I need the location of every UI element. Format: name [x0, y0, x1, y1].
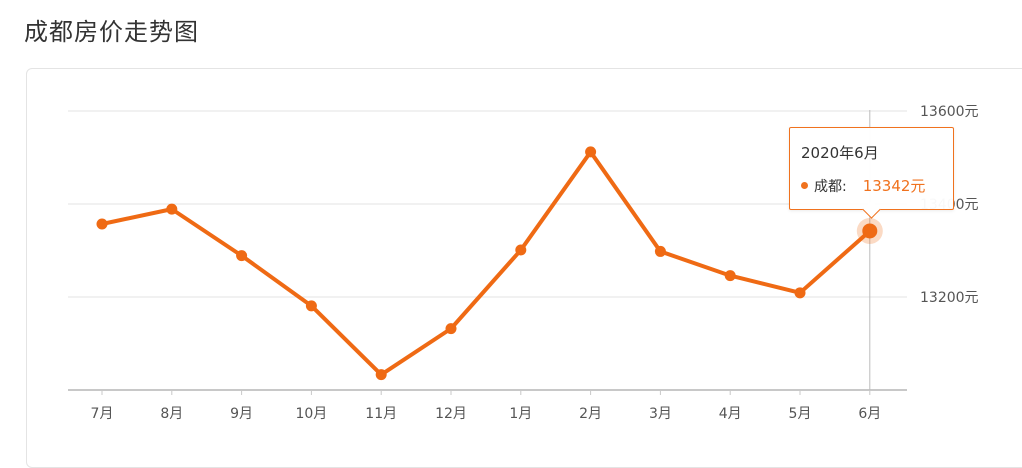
y-tick-label: 13600元	[920, 104, 979, 120]
data-point[interactable]	[445, 323, 457, 335]
y-tick-label: 13200元	[920, 290, 979, 306]
data-point-highlighted[interactable]	[862, 223, 878, 239]
tooltip-title: 2020年6月	[801, 144, 879, 162]
x-axis: 7月 8月 9月 10月 11月 12月 1月 2月 3月 4月 5月 6月	[68, 389, 907, 422]
x-tick-label: 5月	[789, 406, 812, 422]
x-tick-label: 11月	[365, 406, 397, 422]
x-tick-label: 3月	[649, 406, 672, 422]
data-point[interactable]	[585, 146, 597, 158]
grid-lines	[68, 110, 907, 298]
data-point[interactable]	[654, 245, 666, 257]
x-tick-label: 2月	[579, 406, 602, 422]
data-points	[96, 146, 883, 381]
x-tick-label: 10月	[295, 406, 327, 422]
x-tick-label: 1月	[509, 406, 532, 422]
x-tick-label: 6月	[858, 406, 881, 422]
data-point[interactable]	[724, 270, 736, 282]
x-tick-label: 9月	[230, 406, 253, 422]
data-point[interactable]	[96, 218, 108, 230]
data-point[interactable]	[515, 244, 527, 256]
data-point[interactable]	[305, 300, 317, 312]
tooltip-value: 13342元	[862, 177, 926, 195]
x-tick-label: 8月	[160, 406, 183, 422]
series-chengdu	[101, 149, 872, 377]
tooltip-row: 成都: 13342元	[801, 175, 953, 196]
x-tick-label: 12月	[435, 406, 467, 422]
x-tick-label: 7月	[91, 406, 114, 422]
data-point[interactable]	[375, 369, 387, 381]
data-point[interactable]	[794, 287, 806, 299]
data-point[interactable]	[236, 250, 248, 262]
series-line	[101, 149, 872, 377]
price-trend-chart: 13200元13400元13600元 7月8月9月10月11月12月1月2月3月…	[68, 104, 979, 422]
series-dot-icon	[801, 182, 808, 189]
tooltip-series-label: 成都:	[814, 178, 847, 195]
chart-tooltip: 2020年6月 成都: 13342元	[789, 127, 954, 210]
x-tick-label: 4月	[719, 406, 742, 422]
page-title: 成都房价走势图	[24, 18, 199, 46]
data-point[interactable]	[166, 203, 178, 215]
